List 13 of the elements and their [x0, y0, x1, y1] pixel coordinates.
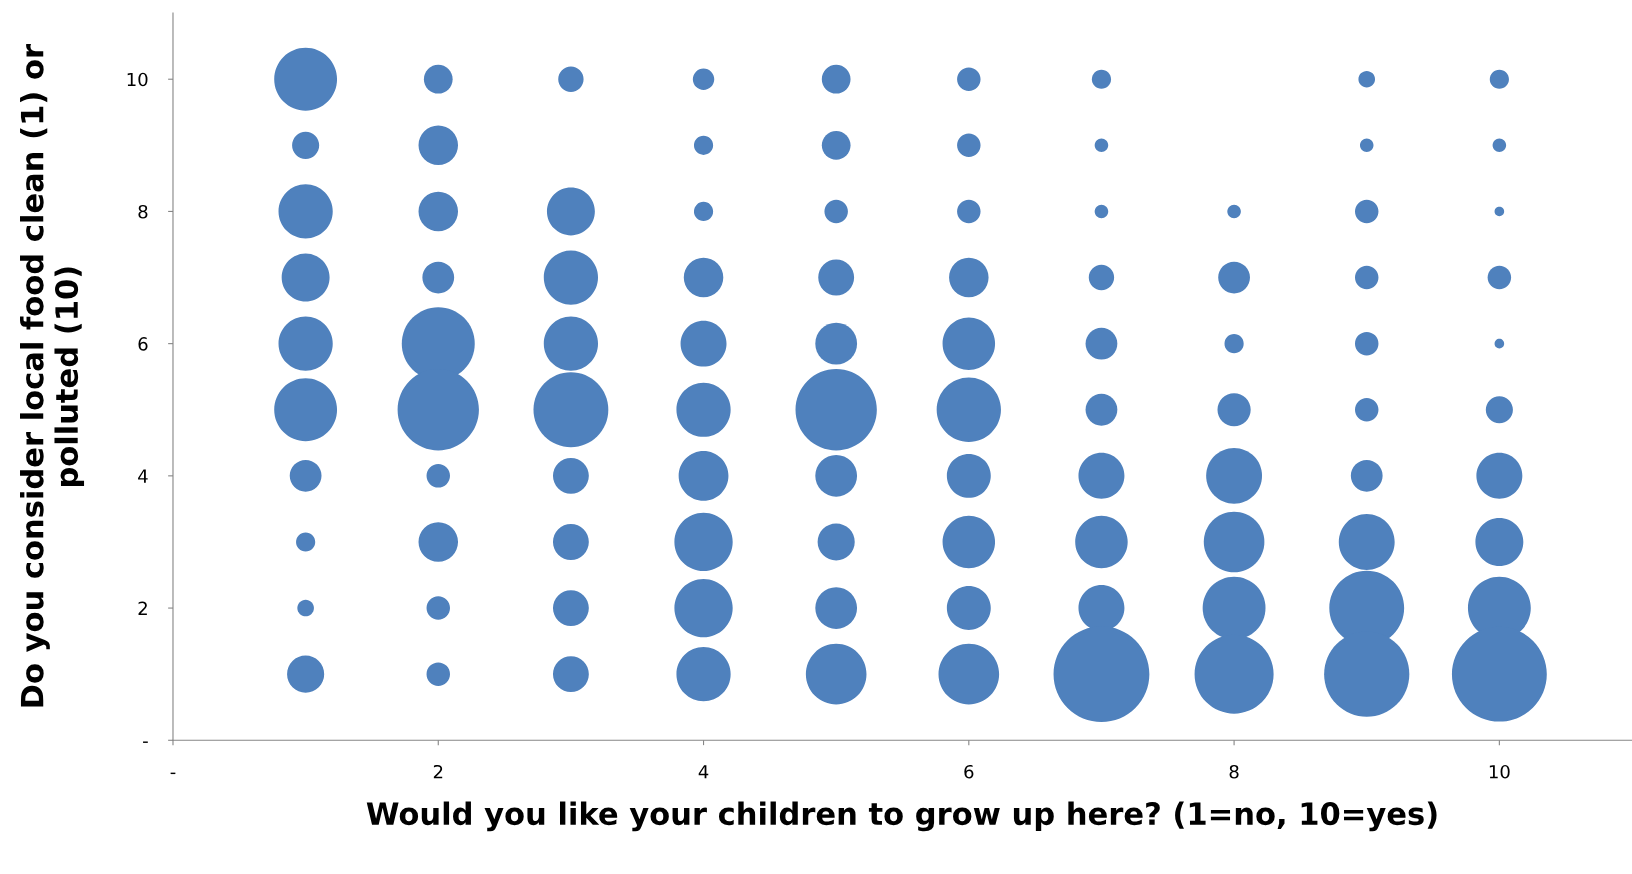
x-tick-label: 6 [964, 764, 974, 779]
y-tick-label: 4 [138, 469, 148, 483]
y-tick-label: 2 [138, 601, 147, 615]
y-tick-label: - [143, 741, 148, 743]
y-tick-label: 8 [138, 204, 148, 219]
y-tick-label: 10 [127, 72, 148, 87]
x-tick-label: 10 [1489, 764, 1510, 779]
x-tick-label: 8 [1229, 764, 1239, 779]
x-axis-title: Would you like your children to grow up here? (1=no, 10=yes) [366, 801, 1437, 832]
x-tick-label: 4 [698, 765, 709, 779]
x-tick-label: 2 [433, 764, 443, 779]
y-tick-label: 6 [138, 337, 148, 351]
y-axis-title: Do you consider local food clean (1) or polluted (10) [20, 44, 85, 707]
